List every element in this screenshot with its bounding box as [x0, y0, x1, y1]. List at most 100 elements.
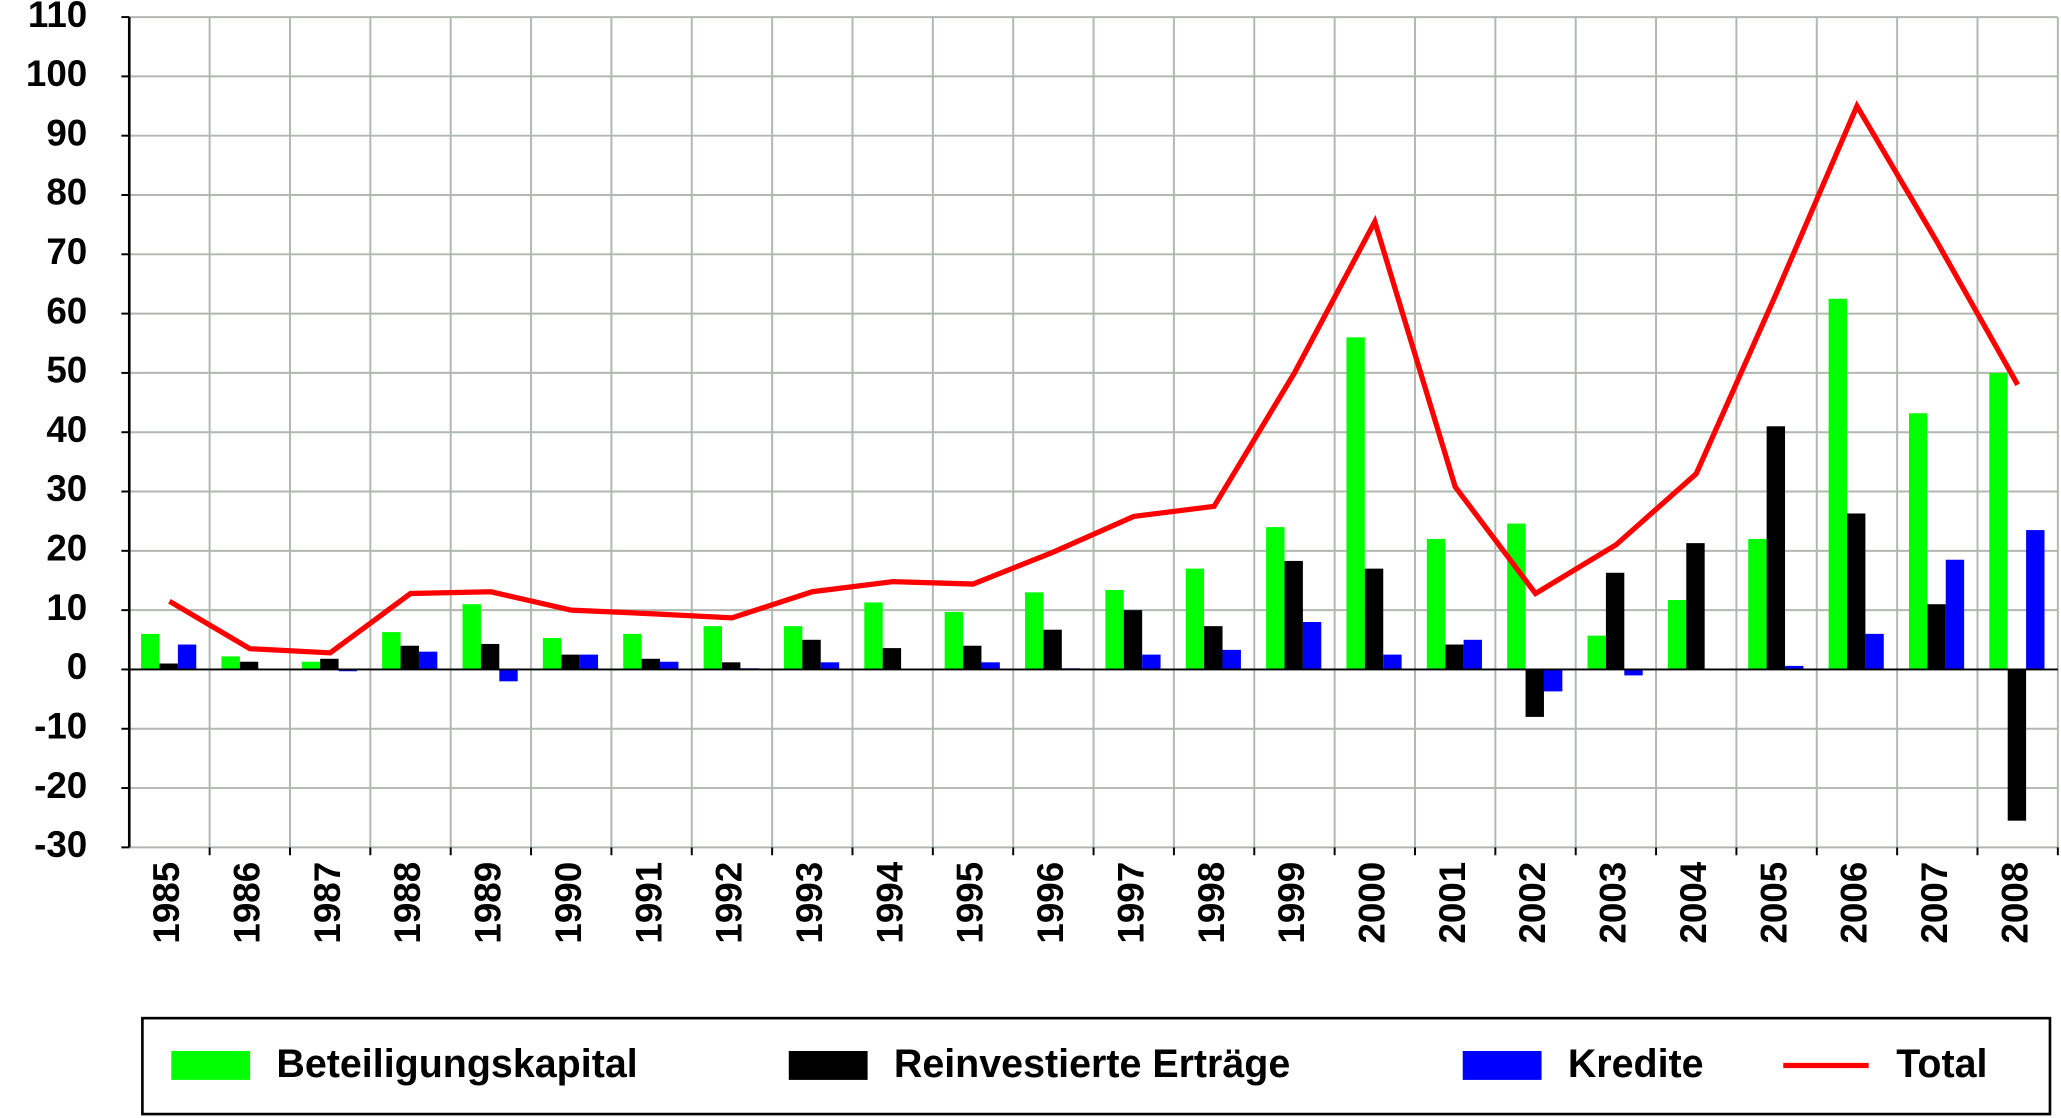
x-tick-label: 1993 — [789, 862, 830, 944]
bar — [542, 638, 562, 670]
x-tick-label: 2001 — [1432, 862, 1473, 944]
x-tick-label: 1999 — [1271, 862, 1312, 944]
x-tick-label: 1990 — [548, 862, 589, 944]
bar — [820, 662, 840, 670]
legend-box — [141, 1016, 2052, 1116]
bar — [1445, 644, 1464, 670]
bar — [963, 645, 982, 670]
bar — [2026, 530, 2045, 670]
y-tick-label: -30 — [34, 824, 87, 865]
y-tick-label: 60 — [46, 290, 87, 331]
x-tick-label: 1987 — [307, 862, 348, 944]
y-tick-label: 70 — [46, 231, 87, 272]
bar — [1865, 633, 1884, 670]
bar — [177, 644, 197, 670]
bar — [1828, 298, 1847, 670]
y-tick-label: 20 — [46, 528, 87, 569]
y-tick-label: 0 — [67, 646, 87, 687]
bar — [400, 645, 419, 670]
bar — [660, 661, 679, 670]
bar — [1605, 572, 1625, 670]
y-tick-label: 10 — [46, 587, 87, 628]
y-tick-label: 50 — [46, 350, 87, 391]
bar — [1383, 654, 1402, 670]
bar — [1748, 538, 1767, 670]
bar — [141, 633, 160, 670]
bar — [1105, 589, 1124, 670]
x-tick-label: 2003 — [1593, 862, 1634, 944]
bar — [944, 611, 964, 670]
bar — [159, 663, 178, 670]
y-tick-label: 30 — [46, 468, 87, 509]
bar — [882, 648, 902, 670]
bar — [561, 654, 580, 670]
bar — [1204, 626, 1223, 670]
bar — [320, 658, 339, 670]
bar — [1507, 523, 1526, 670]
bar — [239, 661, 259, 670]
bar — [499, 669, 518, 682]
bar — [2007, 669, 2027, 821]
bar — [1043, 629, 1062, 670]
legend-label: Kredite — [1568, 1042, 1704, 1086]
bar — [802, 639, 821, 670]
bar — [981, 662, 1000, 670]
bar — [1686, 543, 1705, 670]
bar — [1185, 568, 1205, 670]
line — [168, 100, 2020, 656]
x-tick-label: 1991 — [628, 862, 669, 944]
bar — [221, 656, 240, 670]
bar — [1927, 604, 1946, 670]
x-tick-label: 2008 — [1994, 862, 2035, 944]
bar — [418, 651, 438, 670]
y-tick-label: 90 — [46, 112, 87, 153]
x-tick-label: 2005 — [1753, 862, 1794, 944]
bar — [1667, 600, 1687, 670]
x-tick-label: 1989 — [468, 862, 509, 944]
legend-label: Reinvestierte Erträge — [894, 1042, 1290, 1086]
x-tick-label: 2004 — [1673, 861, 1714, 943]
x-tick-label: 1998 — [1191, 862, 1232, 944]
x-tick-label: 1985 — [146, 862, 187, 944]
bar — [1945, 559, 1965, 670]
legend-label: Total — [1896, 1042, 1987, 1086]
bar — [1785, 665, 1804, 670]
bar — [1587, 635, 1606, 670]
y-tick-label: -10 — [34, 705, 87, 746]
bar — [1846, 513, 1866, 670]
y-tick-label: 80 — [46, 172, 87, 213]
x-tick-label: 1995 — [950, 862, 991, 944]
x-tick-label: 1997 — [1110, 862, 1151, 944]
bar — [1426, 538, 1446, 670]
x-tick-label: 1996 — [1030, 862, 1071, 944]
y-tick-label: 40 — [46, 409, 87, 450]
bar — [1364, 568, 1384, 670]
y-tick-label: 100 — [26, 53, 87, 94]
bar — [579, 654, 599, 670]
x-tick-label: 2000 — [1352, 862, 1393, 944]
bar — [1766, 426, 1786, 670]
x-tick-label: 2007 — [1914, 862, 1955, 944]
bar — [864, 602, 883, 670]
bar — [783, 626, 803, 670]
x-tick-label: 1994 — [869, 861, 910, 943]
x-tick-label: 2006 — [1834, 862, 1875, 944]
legend-swatch — [171, 1050, 251, 1080]
bar — [1284, 560, 1303, 670]
x-tick-label: 1988 — [387, 862, 428, 944]
bar — [1989, 372, 2008, 670]
x-tick-label: 2002 — [1512, 862, 1553, 944]
x-tick-label: 1992 — [709, 862, 750, 944]
bar — [301, 661, 321, 670]
bar — [641, 658, 661, 670]
x-tick-label: 1986 — [227, 862, 268, 944]
legend-swatch — [1462, 1050, 1542, 1080]
bar — [1525, 669, 1544, 717]
legend-label: Beteiligungskapital — [276, 1042, 637, 1086]
bar — [1266, 527, 1285, 670]
bar — [1123, 610, 1143, 670]
bar — [1222, 649, 1241, 670]
bar — [1142, 654, 1161, 670]
bar — [382, 632, 401, 670]
